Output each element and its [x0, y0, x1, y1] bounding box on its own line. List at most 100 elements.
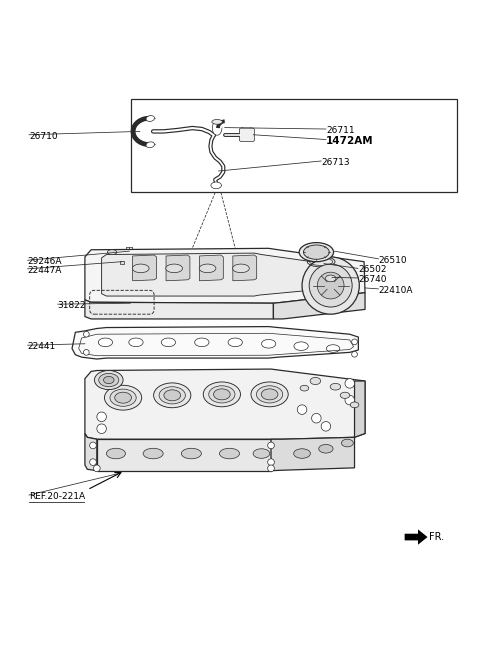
Circle shape: [302, 257, 360, 314]
Polygon shape: [166, 255, 190, 281]
Text: FR.: FR.: [430, 532, 444, 542]
Ellipse shape: [325, 275, 336, 282]
Ellipse shape: [261, 389, 278, 400]
Text: 31822: 31822: [58, 301, 86, 310]
Ellipse shape: [95, 371, 123, 390]
Text: 1472AM: 1472AM: [326, 136, 373, 146]
Text: 26710: 26710: [29, 131, 58, 141]
Text: REF.20-221A: REF.20-221A: [29, 492, 85, 501]
Ellipse shape: [212, 120, 222, 124]
Circle shape: [352, 339, 358, 345]
Ellipse shape: [154, 383, 191, 408]
Polygon shape: [199, 255, 223, 281]
Ellipse shape: [262, 340, 276, 348]
Circle shape: [84, 331, 89, 337]
Text: 26510: 26510: [378, 256, 407, 265]
Circle shape: [321, 422, 331, 431]
Polygon shape: [233, 255, 257, 281]
Ellipse shape: [195, 338, 209, 347]
Ellipse shape: [233, 264, 249, 273]
Ellipse shape: [251, 382, 288, 407]
Ellipse shape: [132, 264, 149, 273]
Ellipse shape: [143, 448, 163, 459]
Text: 26502: 26502: [358, 265, 386, 275]
Ellipse shape: [129, 338, 143, 347]
Circle shape: [317, 272, 344, 299]
Ellipse shape: [214, 389, 230, 400]
Ellipse shape: [110, 389, 136, 406]
Ellipse shape: [161, 338, 176, 347]
Ellipse shape: [300, 385, 309, 391]
Polygon shape: [85, 300, 274, 319]
Ellipse shape: [350, 402, 359, 408]
Ellipse shape: [146, 142, 155, 148]
Ellipse shape: [340, 392, 350, 398]
Circle shape: [268, 465, 275, 472]
Ellipse shape: [166, 264, 182, 273]
Text: 26711: 26711: [326, 126, 355, 135]
Circle shape: [345, 396, 355, 405]
Circle shape: [352, 351, 358, 357]
Ellipse shape: [199, 264, 216, 273]
Circle shape: [268, 459, 275, 465]
Text: 26713: 26713: [321, 158, 350, 167]
Ellipse shape: [253, 449, 270, 459]
Circle shape: [345, 378, 355, 388]
Ellipse shape: [303, 245, 329, 260]
Ellipse shape: [319, 445, 333, 453]
Ellipse shape: [294, 342, 308, 350]
Circle shape: [312, 413, 321, 423]
Polygon shape: [97, 440, 271, 470]
Text: 26740: 26740: [358, 275, 386, 284]
Circle shape: [297, 405, 307, 415]
Ellipse shape: [98, 338, 113, 347]
FancyBboxPatch shape: [240, 128, 254, 141]
Ellipse shape: [341, 440, 353, 447]
Ellipse shape: [212, 121, 222, 135]
Ellipse shape: [310, 377, 321, 384]
Polygon shape: [72, 327, 359, 359]
Ellipse shape: [181, 448, 201, 459]
Circle shape: [268, 442, 275, 449]
Ellipse shape: [115, 392, 132, 403]
Ellipse shape: [256, 386, 283, 403]
Polygon shape: [102, 253, 336, 296]
Text: 22441: 22441: [28, 342, 56, 351]
Ellipse shape: [107, 448, 125, 459]
Circle shape: [97, 424, 107, 434]
Circle shape: [309, 264, 352, 307]
Ellipse shape: [209, 386, 235, 403]
Circle shape: [84, 350, 89, 355]
Ellipse shape: [228, 338, 242, 347]
Ellipse shape: [203, 382, 240, 407]
Polygon shape: [274, 293, 365, 319]
Text: 22410A: 22410A: [378, 286, 413, 295]
Ellipse shape: [104, 376, 114, 384]
Ellipse shape: [108, 250, 117, 254]
Circle shape: [90, 459, 96, 465]
Polygon shape: [85, 248, 365, 304]
Polygon shape: [355, 381, 365, 438]
Polygon shape: [132, 255, 156, 281]
Text: 22447A: 22447A: [28, 266, 62, 275]
Polygon shape: [85, 369, 365, 440]
Ellipse shape: [326, 345, 340, 352]
Ellipse shape: [294, 449, 311, 459]
Circle shape: [94, 465, 100, 472]
Ellipse shape: [105, 385, 142, 410]
Ellipse shape: [146, 116, 155, 122]
Ellipse shape: [299, 242, 334, 261]
Bar: [131, 99, 457, 193]
Bar: [120, 261, 123, 263]
Polygon shape: [85, 434, 97, 470]
Ellipse shape: [211, 182, 221, 189]
Polygon shape: [271, 438, 355, 470]
Ellipse shape: [159, 387, 185, 404]
Circle shape: [97, 412, 107, 422]
Circle shape: [90, 442, 96, 449]
Ellipse shape: [164, 390, 180, 401]
Text: 29246A: 29246A: [28, 257, 62, 266]
Ellipse shape: [99, 373, 119, 387]
Ellipse shape: [330, 384, 341, 390]
Polygon shape: [405, 530, 428, 545]
